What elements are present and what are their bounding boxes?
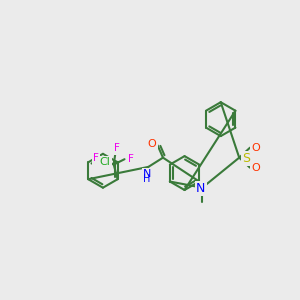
Text: H: H bbox=[143, 174, 151, 184]
Text: N: N bbox=[142, 169, 151, 179]
Text: F: F bbox=[128, 154, 134, 164]
Text: O: O bbox=[251, 143, 260, 153]
Text: Cl: Cl bbox=[100, 157, 111, 167]
Text: F: F bbox=[114, 143, 120, 153]
Text: O: O bbox=[251, 163, 260, 173]
Text: F: F bbox=[93, 153, 99, 164]
Text: S: S bbox=[242, 152, 250, 165]
Text: O: O bbox=[148, 139, 157, 149]
Text: N: N bbox=[196, 182, 206, 195]
